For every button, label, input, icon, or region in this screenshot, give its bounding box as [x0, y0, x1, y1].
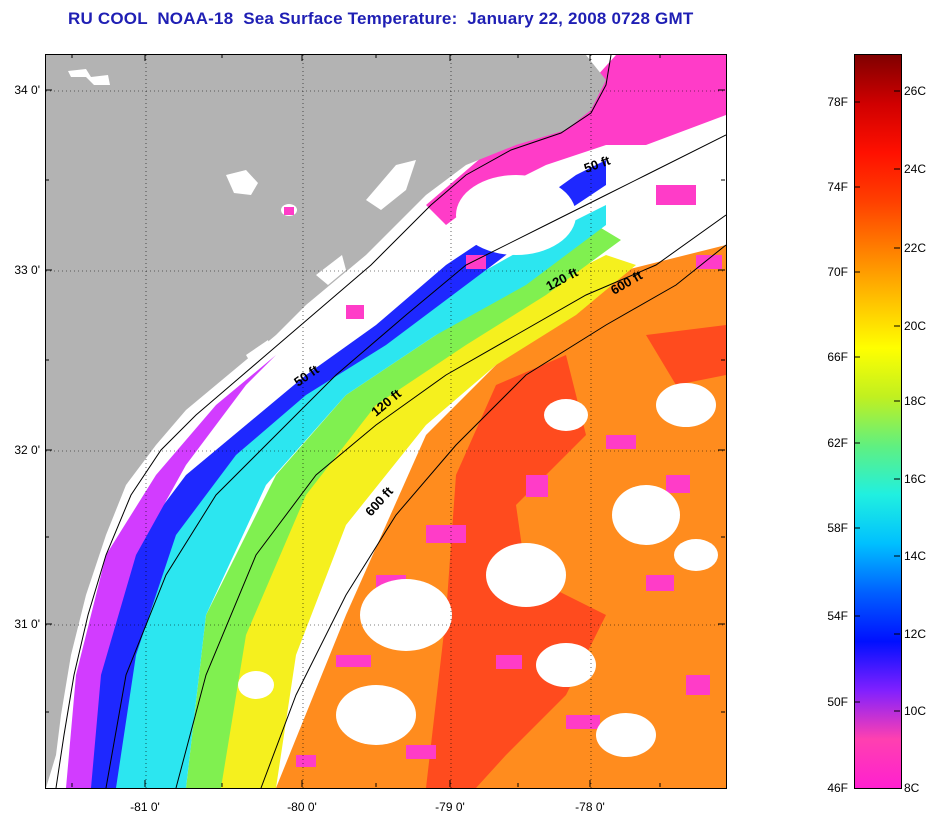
colorbar-c-label: 22C	[904, 241, 927, 255]
colorbar-f-label: 66F	[827, 350, 848, 364]
isobath-120ft	[175, 214, 726, 788]
coastline	[55, 55, 612, 788]
lat-label: 32 0'	[14, 443, 40, 457]
isobath-50ft	[105, 134, 726, 788]
inland-pink-spot	[284, 207, 294, 215]
colorbar-c-label: 18C	[904, 394, 927, 408]
lon-label: -78 0'	[575, 800, 605, 814]
sst-map: 50 ft 120 ft 600 ft 50 ft 120 ft 600 ft	[45, 54, 727, 789]
colorbar-c-label: 10C	[904, 704, 927, 718]
colorbar-f-label: 70F	[827, 265, 848, 279]
lat-label: 31 0'	[14, 617, 40, 631]
colorbar-c-label: 12C	[904, 627, 927, 641]
colorbar-f-label: 58F	[827, 521, 848, 535]
colorbar-c-label: 8C	[904, 781, 920, 795]
colorbar-f-label: 74F	[827, 180, 848, 194]
colorbar-c-label: 26C	[904, 84, 927, 98]
colorbar-c-label: 16C	[904, 472, 927, 486]
colorbar-f-label: 62F	[827, 436, 848, 450]
colorbar-f-label: 46F	[827, 781, 848, 795]
sst-field-green-band	[186, 225, 621, 788]
colorbar	[854, 54, 902, 789]
sst-field-red-east	[646, 325, 726, 385]
lon-label: -80 0'	[287, 800, 317, 814]
sst-map-svg: 50 ft 120 ft 600 ft 50 ft 120 ft 600 ft	[46, 55, 726, 788]
land-no-data-spots	[68, 69, 416, 365]
colorbar-f-label: 78F	[827, 95, 848, 109]
cloud-edge-speckles	[296, 185, 722, 767]
colorbar-c-label: 20C	[904, 319, 927, 333]
sst-field-magenta	[66, 355, 276, 788]
lon-label: -79 0'	[435, 800, 465, 814]
lat-label: 34 0'	[14, 83, 40, 97]
colorbar-f-label: 54F	[827, 609, 848, 623]
cloud-patches	[238, 175, 718, 757]
isobath-600ft	[260, 244, 726, 788]
lat-label: 33 0'	[14, 263, 40, 277]
colorbar-c-label: 14C	[904, 549, 927, 563]
graticule	[46, 55, 726, 788]
land-mainland	[46, 55, 606, 788]
chart-title: RU COOL NOAA-18 Sea Surface Temperature:…	[68, 9, 694, 28]
colorbar-f-label: 50F	[827, 695, 848, 709]
lon-label: -81 0'	[130, 800, 160, 814]
colorbar-c-label: 24C	[904, 162, 927, 176]
